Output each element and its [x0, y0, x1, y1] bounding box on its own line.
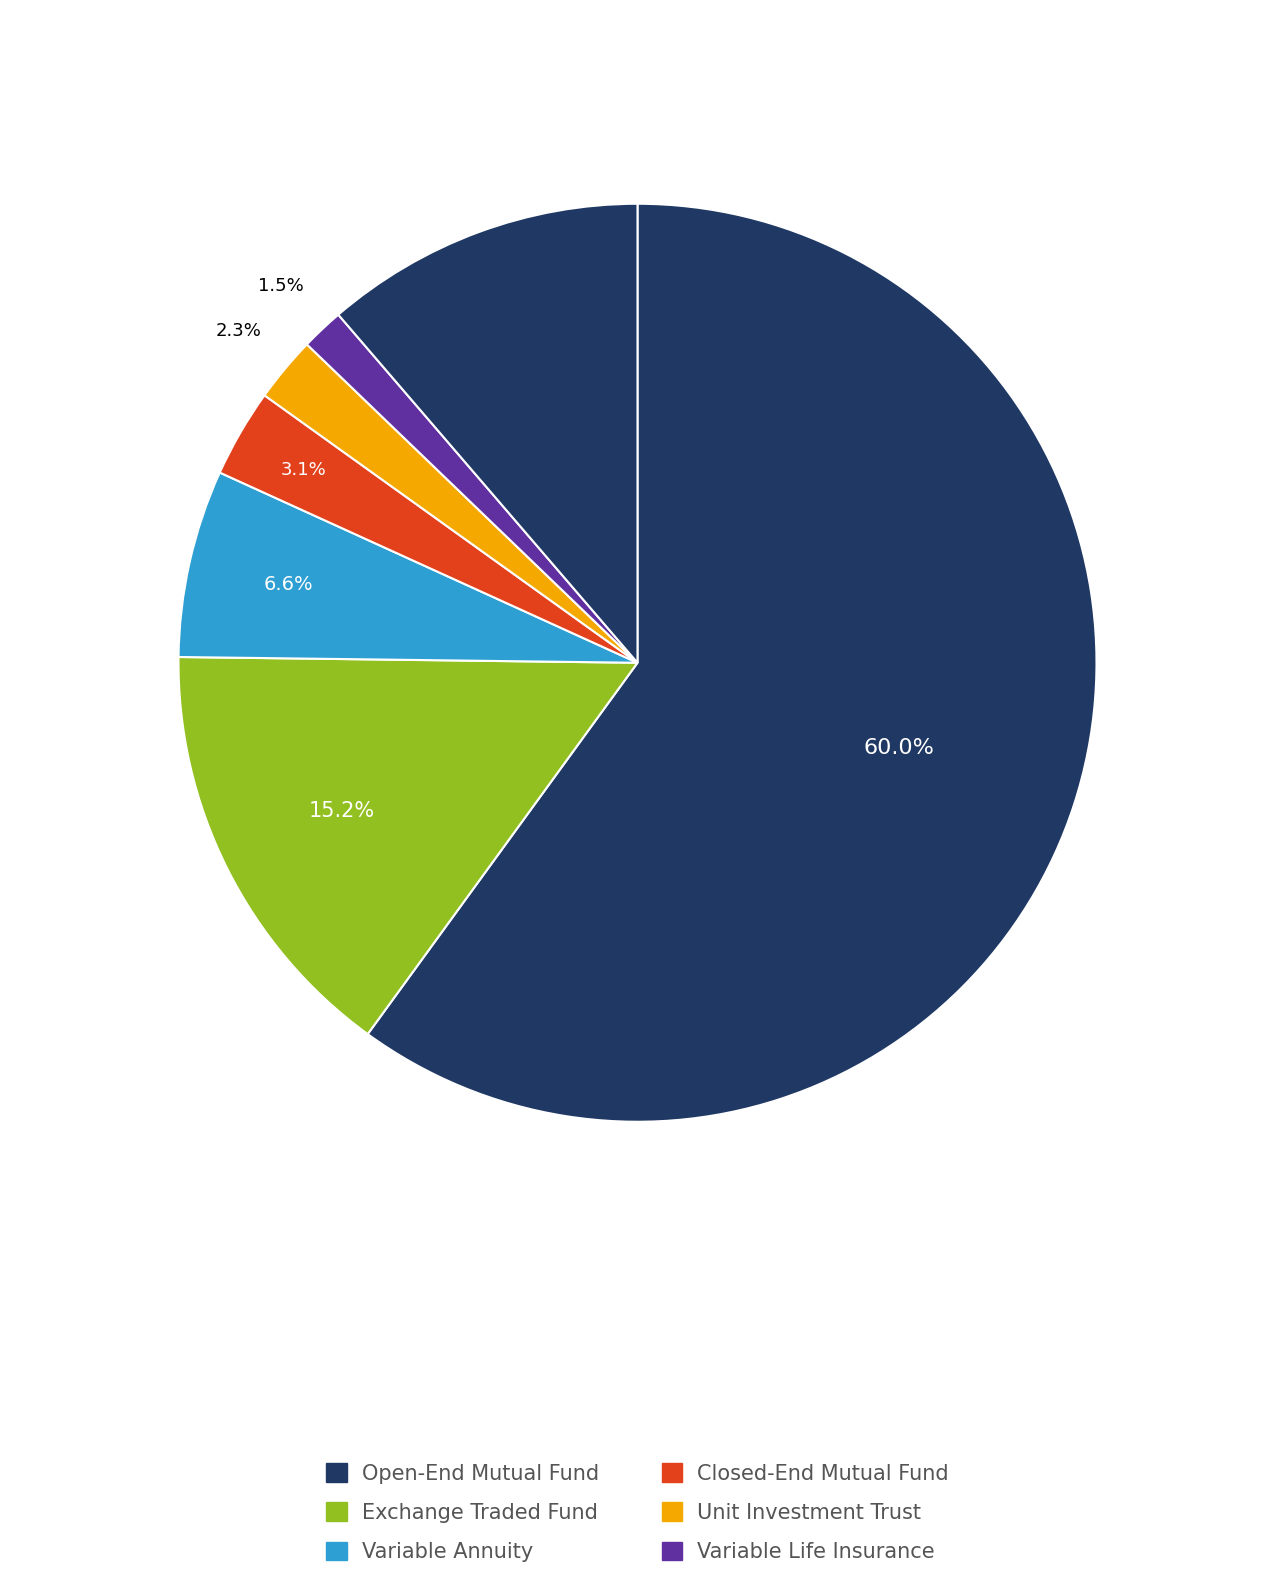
Wedge shape — [179, 656, 638, 1034]
Text: 6.6%: 6.6% — [264, 574, 312, 595]
Wedge shape — [219, 396, 638, 663]
Legend: Open-End Mutual Fund, Exchange Traded Fund, Variable Annuity, Closed-End Mutual : Open-End Mutual Fund, Exchange Traded Fu… — [319, 1455, 956, 1570]
Text: 60.0%: 60.0% — [864, 739, 935, 757]
Wedge shape — [307, 314, 638, 663]
Text: 1.5%: 1.5% — [259, 276, 305, 295]
Text: 2.3%: 2.3% — [215, 322, 261, 339]
Wedge shape — [179, 472, 638, 663]
Wedge shape — [338, 204, 638, 663]
Text: 15.2%: 15.2% — [309, 802, 375, 821]
Wedge shape — [264, 344, 638, 663]
Wedge shape — [367, 204, 1096, 1122]
Text: 3.1%: 3.1% — [280, 461, 326, 478]
